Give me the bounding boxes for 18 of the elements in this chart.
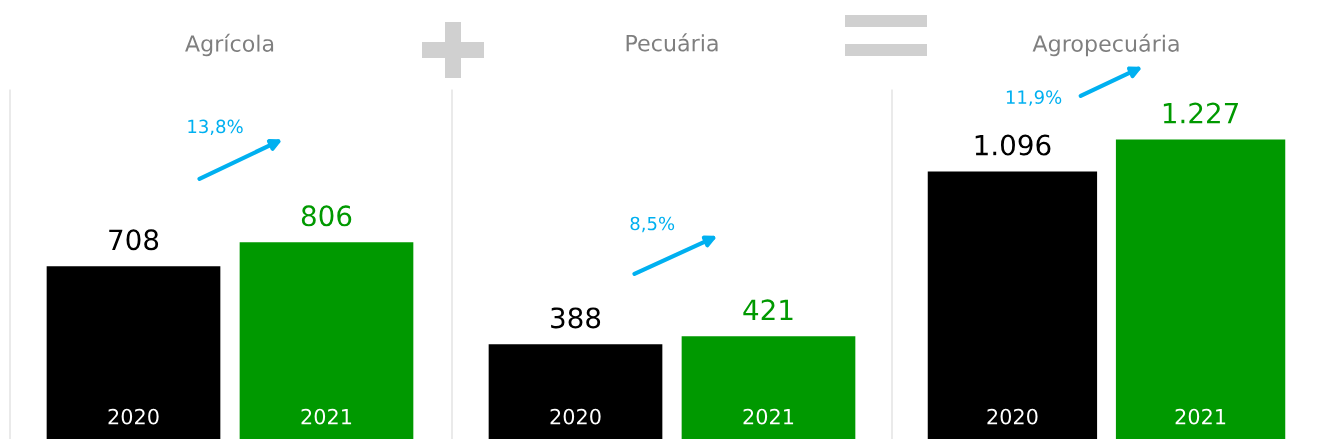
x-tick-label: 2021 bbox=[301, 408, 352, 425]
chart-title: Agropecuária bbox=[1032, 33, 1179, 57]
text: 11,9% bbox=[1006, 90, 1062, 106]
text: 13,8% bbox=[188, 119, 243, 136]
data-label: 806 bbox=[301, 205, 352, 227]
text: 8,5% bbox=[630, 216, 675, 233]
x-tick-label: 2021 bbox=[743, 408, 794, 425]
data-label: 1.227 bbox=[1163, 102, 1238, 124]
data-label: 708 bbox=[109, 229, 159, 251]
data-label: 421 bbox=[743, 299, 793, 320]
data-label: 1.096 bbox=[975, 134, 1051, 156]
data-label: 388 bbox=[551, 307, 601, 329]
chart-title: Agrícola bbox=[185, 33, 274, 57]
x-tick-label: 2021 bbox=[1175, 408, 1226, 425]
x-tick-label: 2020 bbox=[987, 408, 1038, 425]
chart-title: Pecuária bbox=[626, 33, 718, 52]
x-tick-label: 2020 bbox=[108, 408, 159, 425]
x-tick-label: 2020 bbox=[550, 408, 601, 425]
